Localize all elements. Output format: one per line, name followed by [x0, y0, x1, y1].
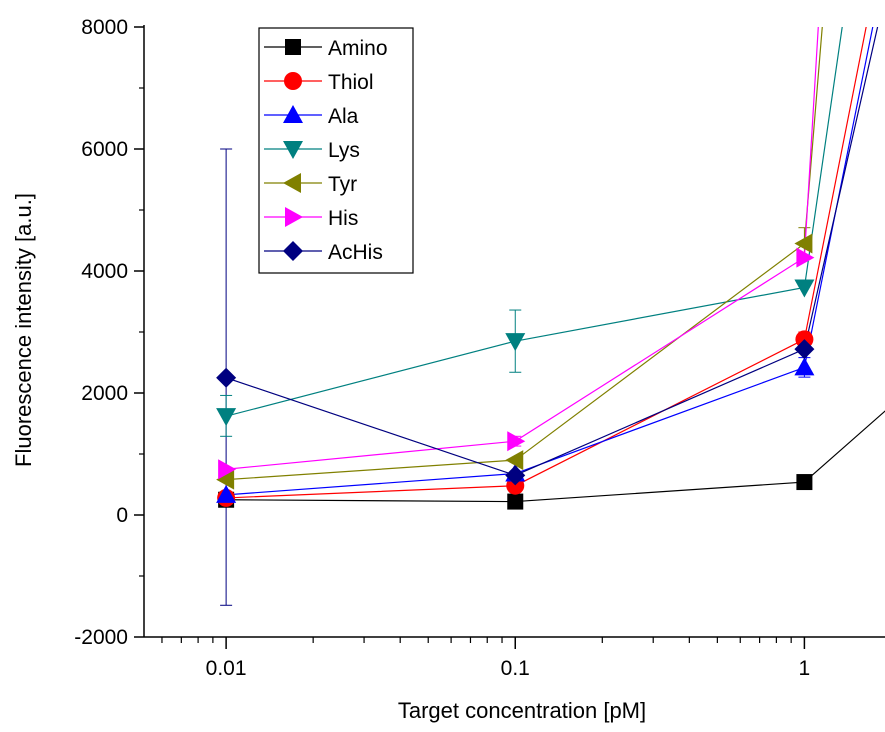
series-achis: [225, 27, 879, 476]
legend-item: His: [264, 207, 358, 230]
y-tick-label: -2000: [74, 626, 128, 649]
legend-marker: [283, 105, 303, 123]
series-line: [225, 27, 843, 417]
series-line: [226, 27, 874, 496]
data-point: [794, 279, 815, 298]
legend-label: Lys: [328, 139, 360, 162]
data-point: [218, 459, 237, 480]
series-his: [226, 27, 819, 470]
legend-label: His: [328, 207, 358, 230]
data-point: [505, 465, 526, 486]
legend-label: Tyr: [328, 173, 357, 196]
x-tick-label: 0.1: [501, 657, 530, 680]
legend-label: AcHis: [328, 241, 383, 264]
data-point: [505, 450, 524, 471]
series-line: [226, 27, 819, 470]
series-line: [226, 410, 885, 503]
y-tick-label: 8000: [81, 16, 128, 39]
legend-item: Ala: [264, 105, 359, 128]
legend-item: Tyr: [264, 173, 357, 196]
data-point: [794, 357, 815, 376]
legend-marker: [285, 207, 303, 227]
legend-item: Thiol: [264, 71, 374, 94]
x-tick-label: 1: [799, 657, 811, 680]
y-axis-label: Fluorescence intensity [a.u.]: [11, 193, 36, 467]
legend-marker: [283, 141, 303, 159]
legend-marker: [285, 39, 301, 55]
series-tyr-markers: [216, 233, 813, 490]
series-ala: [226, 27, 874, 496]
series-tyr: [226, 27, 823, 481]
legend: Amino Thiol Ala Lys Tyr His AcHis: [258, 27, 414, 274]
data-point: [507, 493, 524, 510]
data-point: [216, 408, 237, 427]
data-point: [216, 484, 237, 503]
legend-marker: [284, 72, 302, 90]
x-tick-label: 0.01: [206, 657, 247, 680]
series-lys-markers: [216, 279, 815, 427]
data-point: [216, 367, 237, 388]
legend-label: Ala: [328, 105, 359, 128]
data-point: [796, 247, 815, 268]
axes: [134, 25, 885, 649]
y-tick-label: 4000: [81, 260, 128, 283]
data-point: [794, 339, 815, 360]
series-layer: [216, 27, 885, 510]
data-point: [505, 333, 526, 352]
x-axis-label: Target concentration [pM]: [398, 698, 646, 723]
tick-labels: -2000 0 2000 4000 6000 8000 0.01 0.1 1: [74, 16, 810, 680]
legend-item: Lys: [264, 139, 360, 162]
legend-item: AcHis: [264, 241, 383, 264]
legend-label: Amino: [328, 37, 388, 60]
legend-marker: [283, 241, 303, 261]
legend-label: Thiol: [328, 71, 374, 94]
series-his-markers: [218, 247, 815, 480]
data-point: [794, 233, 813, 254]
series-line: [225, 27, 879, 476]
legend-marker: [283, 173, 301, 193]
legend-item: Amino: [264, 37, 388, 60]
data-point: [507, 431, 526, 452]
y-tick-label: 6000: [81, 138, 128, 161]
series-amino: [226, 410, 885, 503]
y-tick-label: 2000: [81, 382, 128, 405]
data-point: [796, 474, 813, 491]
data-point: [216, 469, 235, 490]
series-line: [226, 27, 823, 481]
legend-box: [258, 27, 414, 274]
y-tick-label: 0: [116, 504, 128, 527]
series-achis-markers: [216, 339, 815, 486]
series-lys: [225, 27, 843, 417]
